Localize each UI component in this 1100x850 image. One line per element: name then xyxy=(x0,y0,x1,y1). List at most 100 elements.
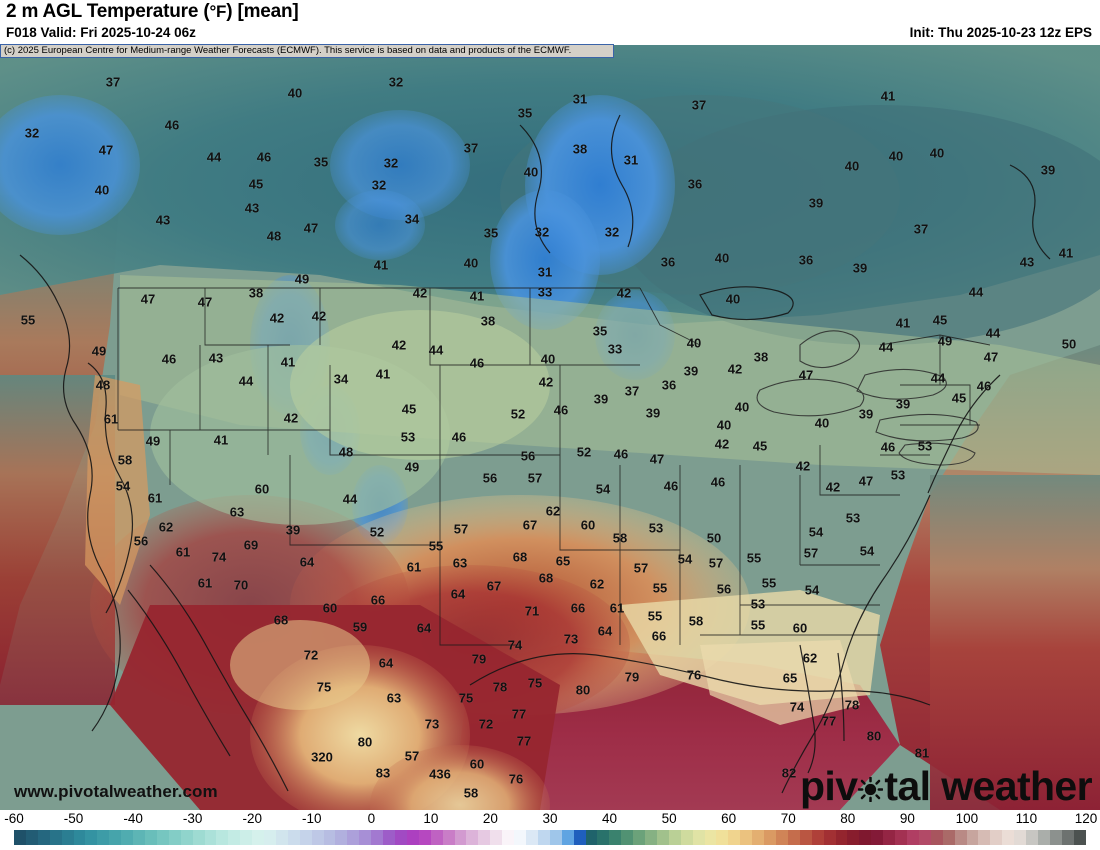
colorbar[interactable]: -60 -50 -40 -30 -20 -10 0 10 20 30 40 50 60 70 80 90 100… xyxy=(0,810,1100,850)
colorbar-swatch xyxy=(156,830,169,845)
colorbar-swatch xyxy=(335,830,348,845)
colorbar-swatch xyxy=(954,830,967,845)
colorbar-tick: -60 xyxy=(4,811,24,826)
logo-text-part1: piv xyxy=(799,763,858,809)
colorbar-swatch xyxy=(395,830,407,845)
colorbar-swatch xyxy=(406,830,419,845)
colorbar-tick: -20 xyxy=(242,811,262,826)
sun-icon xyxy=(858,777,884,802)
colorbar-tick: 80 xyxy=(840,811,856,826)
colorbar-swatch xyxy=(1073,830,1086,845)
colorbar-swatch xyxy=(823,830,836,845)
colorbar-swatch xyxy=(228,830,241,845)
colorbar-swatch xyxy=(347,830,360,845)
temperature-map[interactable]: 37 40 32 31 37 41 32 46 35 47 44 46 35 32 37 38 31 40 40 40… xyxy=(0,45,1100,810)
colorbar-swatch xyxy=(585,830,598,845)
colorbar-swatch xyxy=(549,830,562,845)
colorbar-swatch xyxy=(204,830,217,845)
colorbar-swatch xyxy=(514,830,526,845)
colorbar-tick: -50 xyxy=(63,811,84,826)
colorbar-swatch xyxy=(799,830,812,845)
colorbar-swatch xyxy=(716,830,729,845)
colorbar-swatch xyxy=(383,830,395,845)
colorbar-swatch xyxy=(978,830,991,845)
political-boundaries xyxy=(117,287,991,646)
colorbar-swatch xyxy=(525,830,538,845)
colorbar-swatch xyxy=(740,830,753,845)
colorbar-swatch xyxy=(311,830,324,845)
colorbar-tick-labels: -60 -50 -40 -30 -20 -10 0 10 20 30 40 50 60 70 80 90 100… xyxy=(0,810,1100,830)
colorbar-tick: 20 xyxy=(482,811,498,826)
colorbar-swatch xyxy=(478,830,491,845)
colorbar-swatch xyxy=(61,830,74,845)
colorbar-swatch xyxy=(466,830,479,845)
colorbar-swatch xyxy=(573,830,586,845)
map-raster xyxy=(0,45,1100,810)
map-header: 2 m AGL Temperature (°F) [mean] F018 Val… xyxy=(0,0,1100,45)
colorbar-swatch xyxy=(680,830,693,845)
site-url-watermark: www.pivotalweather.com xyxy=(14,782,218,801)
ecmwf-copyright-notice: (c) 2025 European Centre for Medium-rang… xyxy=(0,44,614,58)
colorbar-tick: 110 xyxy=(1015,811,1038,826)
colorbar-swatch xyxy=(835,830,848,845)
colorbar-swatch xyxy=(764,830,776,845)
colorbar-swatch xyxy=(609,830,622,845)
colorbar-swatch xyxy=(1061,830,1074,845)
page-title-suffix: ) [mean] xyxy=(226,1,299,22)
model-init-time: Init: Thu 2025-10-23 12z EPS xyxy=(909,25,1092,40)
colorbar-swatch xyxy=(275,830,288,845)
colorbar-swatch xyxy=(537,830,550,845)
colorbar-swatch xyxy=(942,830,955,845)
logo-text-part2: tal weather xyxy=(884,763,1092,809)
colorbar-swatch xyxy=(668,830,681,845)
colorbar-swatch xyxy=(85,830,98,845)
colorbar-swatch xyxy=(287,830,300,845)
colorbar-swatch xyxy=(621,830,634,845)
colorbar-swatch xyxy=(168,830,181,845)
colorbar-swatch xyxy=(359,830,372,845)
colorbar-swatch xyxy=(1002,830,1015,845)
colorbar-swatch xyxy=(787,830,800,845)
colorbar-swatch xyxy=(1014,830,1027,845)
colorbar-swatch xyxy=(37,830,50,845)
colorbar-swatch xyxy=(14,830,26,845)
colorbar-swatch xyxy=(645,830,657,845)
colorbar-swatch xyxy=(418,830,431,845)
colorbar-swatch xyxy=(1037,830,1050,845)
colorbar-tick: 70 xyxy=(780,811,796,826)
colorbar-swatch xyxy=(776,830,788,845)
colorbar-swatch xyxy=(859,830,872,845)
colorbar-swatch xyxy=(430,830,443,845)
colorbar-swatch xyxy=(906,830,919,845)
colorbar-swatch xyxy=(252,830,265,845)
colorbar-swatch xyxy=(656,830,669,845)
pivotal-weather-logo: piv xyxy=(799,763,1093,810)
colorbar-swatch xyxy=(930,830,943,845)
colorbar-swatch xyxy=(216,830,229,845)
colorbar-swatch xyxy=(180,830,193,845)
colorbar-swatch xyxy=(728,830,741,845)
colorbar-swatch xyxy=(883,830,896,845)
forecast-valid-time: F018 Valid: Fri 2025-10-24 06z xyxy=(6,25,196,40)
colorbar-swatch xyxy=(752,830,765,845)
colorbar-swatch xyxy=(299,830,312,845)
colorbar-swatch xyxy=(121,830,134,845)
colorbar-tick: -30 xyxy=(182,811,203,826)
colorbar-swatch xyxy=(561,830,574,845)
colorbar-swatch xyxy=(966,830,979,845)
colorbar-swatch xyxy=(1049,830,1062,845)
colorbar-tick: -10 xyxy=(302,811,322,826)
colorbar-tick: 60 xyxy=(721,811,737,826)
colorbar-swatch xyxy=(323,830,336,845)
colorbar-swatch xyxy=(97,830,110,845)
colorbar-swatch xyxy=(144,830,157,845)
great-lakes-outline xyxy=(756,330,979,466)
colorbar-tick: -40 xyxy=(123,811,143,826)
colorbar-swatch xyxy=(73,830,86,845)
colorbar-swatch xyxy=(25,830,38,845)
colorbar-swatch xyxy=(811,830,824,845)
colorbar-tick: 100 xyxy=(955,811,979,826)
colorbar-swatch xyxy=(918,830,931,845)
colorbar-swatch xyxy=(1026,830,1038,845)
